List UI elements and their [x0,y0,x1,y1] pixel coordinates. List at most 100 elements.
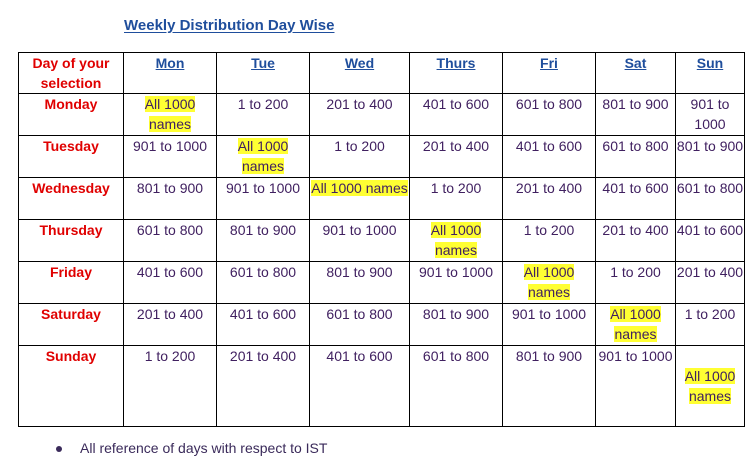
table-cell: 801 to 900 [502,345,596,427]
range-value: 601 to 800 [136,222,204,238]
highlighted-value: All 1000 names [610,306,661,342]
day-label-cell: Sunday [18,345,124,427]
header-tue[interactable]: Tue [216,52,310,94]
table-cell: All 1000 names [675,345,745,427]
header-sun[interactable]: Sun [675,52,745,94]
range-value: 1 to 200 [523,222,575,238]
header-mon[interactable]: Mon [123,52,217,94]
table-cell: 601 to 800 [595,135,676,178]
range-value: 601 to 800 [422,348,490,364]
range-value: 601 to 800 [676,180,744,196]
range-value: 901 to 1000 [419,264,493,280]
range-value: 801 to 900 [422,306,490,322]
range-value: 1 to 200 [430,180,482,196]
day-label: Monday [44,96,98,112]
table-cell: 601 to 800 [675,177,745,220]
table-cell: 601 to 800 [502,93,596,136]
range-value: 201 to 400 [326,96,393,112]
table-cell: 901 to 1000 [409,261,503,304]
table-cell: 901 to 1000 [123,135,217,178]
highlight-wrap: All 1000 names [676,366,744,406]
range-value: 1 to 200 [237,96,289,112]
note-text: All reference of days with respect to IS… [80,440,328,456]
highlighted-value: All 1000 names [684,368,736,404]
table-cell: 1 to 200 [595,261,676,304]
highlighted-value: All 1000 names [237,138,289,174]
highlight-wrap: All 1000 names [124,94,216,134]
range-value: 901 to 1000 [226,180,300,196]
highlight-wrap: All 1000 names [503,262,595,302]
range-value: 801 to 900 [229,222,297,238]
range-value: 901 to 1000 [133,138,207,154]
range-value: 901 to 1000 [598,348,673,364]
range-value: 201 to 400 [515,180,583,196]
table-row: Sunday 1 to 200 201 to 400 401 to 600 601 to… [18,345,745,427]
table-row: Friday 401 to 600 601 to 800 801 to 900 901 … [18,261,745,304]
table-cell: 401 to 600 [123,261,217,304]
range-value: 401 to 600 [136,264,204,280]
range-value: 401 to 600 [229,306,297,322]
range-value: 601 to 800 [229,264,297,280]
table-cell: All 1000 names [595,303,676,346]
range-value: 801 to 900 [602,96,669,112]
header-thurs[interactable]: Thurs [409,52,503,94]
table-cell: 601 to 800 [309,303,410,346]
table-cell: All 1000 names [409,219,503,262]
table-cell: All 1000 names [502,261,596,304]
day-label-cell: Saturday [18,303,124,346]
highlighted-value: All 1000 names [523,264,575,300]
range-value: 401 to 600 [515,138,583,154]
table-row: Tuesday 901 to 1000 All 1000 names 1 to 200… [18,135,745,178]
table-cell: 901 to 1000 [502,303,596,346]
table-cell: 901 to 1000 [675,93,745,136]
range-value: 901 to 1000 [690,96,730,132]
highlighted-value: All 1000 names [430,222,482,258]
highlight-wrap: All 1000 names [217,136,309,176]
range-value: 1 to 200 [144,348,196,364]
day-label: Saturday [41,306,101,322]
day-label: Wednesday [32,180,110,196]
range-value: 801 to 900 [326,264,393,280]
table-header-row: Day of your selection Mon Tue Wed Thurs … [18,52,745,94]
range-value: 601 to 800 [515,96,583,112]
table-row: Saturday 201 to 400 401 to 600 601 to 800 80… [18,303,745,346]
highlighted-value: All 1000 names [144,96,196,132]
table-cell: 1 to 200 [409,177,503,220]
header-sat[interactable]: Sat [595,52,676,94]
table-cell: 601 to 800 [216,261,310,304]
table-cell: 801 to 900 [595,93,676,136]
bullet-icon [56,446,62,453]
highlight-wrap: All 1000 names [410,220,502,260]
range-value: 201 to 400 [422,138,490,154]
range-value: 801 to 900 [676,138,744,154]
day-label-cell: Thursday [18,219,124,262]
range-value: 901 to 1000 [322,222,397,238]
table-cell: 901 to 1000 [216,177,310,220]
highlighted-value: All 1000 names [311,180,408,196]
table-cell: 801 to 900 [123,177,217,220]
range-value: 201 to 400 [602,222,669,238]
table-cell: 901 to 1000 [309,219,410,262]
table-cell: 201 to 400 [675,261,745,304]
table-cell: 601 to 800 [409,345,503,427]
table-cell: 801 to 900 [216,219,310,262]
table-cell: 1 to 200 [216,93,310,136]
day-label: Thursday [39,222,103,238]
table-cell: 401 to 600 [216,303,310,346]
distribution-table: Day of your selection Mon Tue Wed Thurs … [18,52,745,427]
table-cell: 801 to 900 [409,303,503,346]
table-cell: 201 to 400 [595,219,676,262]
range-value: 401 to 600 [326,348,393,364]
range-value: 601 to 800 [602,138,669,154]
day-label-cell: Wednesday [18,177,124,220]
table-cell: 1 to 200 [123,345,217,427]
range-value: 1 to 200 [334,138,385,154]
header-wed[interactable]: Wed [309,52,410,94]
day-label: Sunday [45,348,97,364]
table-cell: 1 to 200 [502,219,596,262]
range-value: 201 to 400 [229,348,297,364]
header-fri[interactable]: Fri [502,52,596,94]
range-value: 201 to 400 [136,306,204,322]
table-cell: 201 to 400 [216,345,310,427]
header-day-selection: Day of your selection [18,52,124,94]
